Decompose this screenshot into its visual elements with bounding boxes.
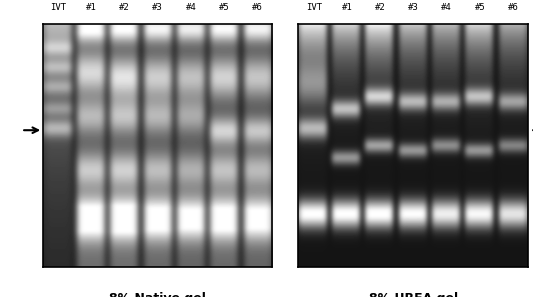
Text: #3: #3 [152, 3, 163, 12]
Text: #2: #2 [119, 3, 130, 12]
Text: #6: #6 [508, 3, 519, 12]
Text: #4: #4 [185, 3, 196, 12]
Text: #5: #5 [474, 3, 486, 12]
Text: #5: #5 [219, 3, 230, 12]
Text: #3: #3 [408, 3, 419, 12]
Text: #2: #2 [375, 3, 386, 12]
Text: 8% Native gel: 8% Native gel [109, 292, 206, 297]
Text: IVT: IVT [50, 3, 66, 12]
Text: #1: #1 [342, 3, 352, 12]
Text: #1: #1 [86, 3, 96, 12]
Text: 8% UREA gel: 8% UREA gel [368, 292, 458, 297]
Text: IVT: IVT [306, 3, 322, 12]
Text: #6: #6 [252, 3, 263, 12]
Text: #4: #4 [441, 3, 452, 12]
